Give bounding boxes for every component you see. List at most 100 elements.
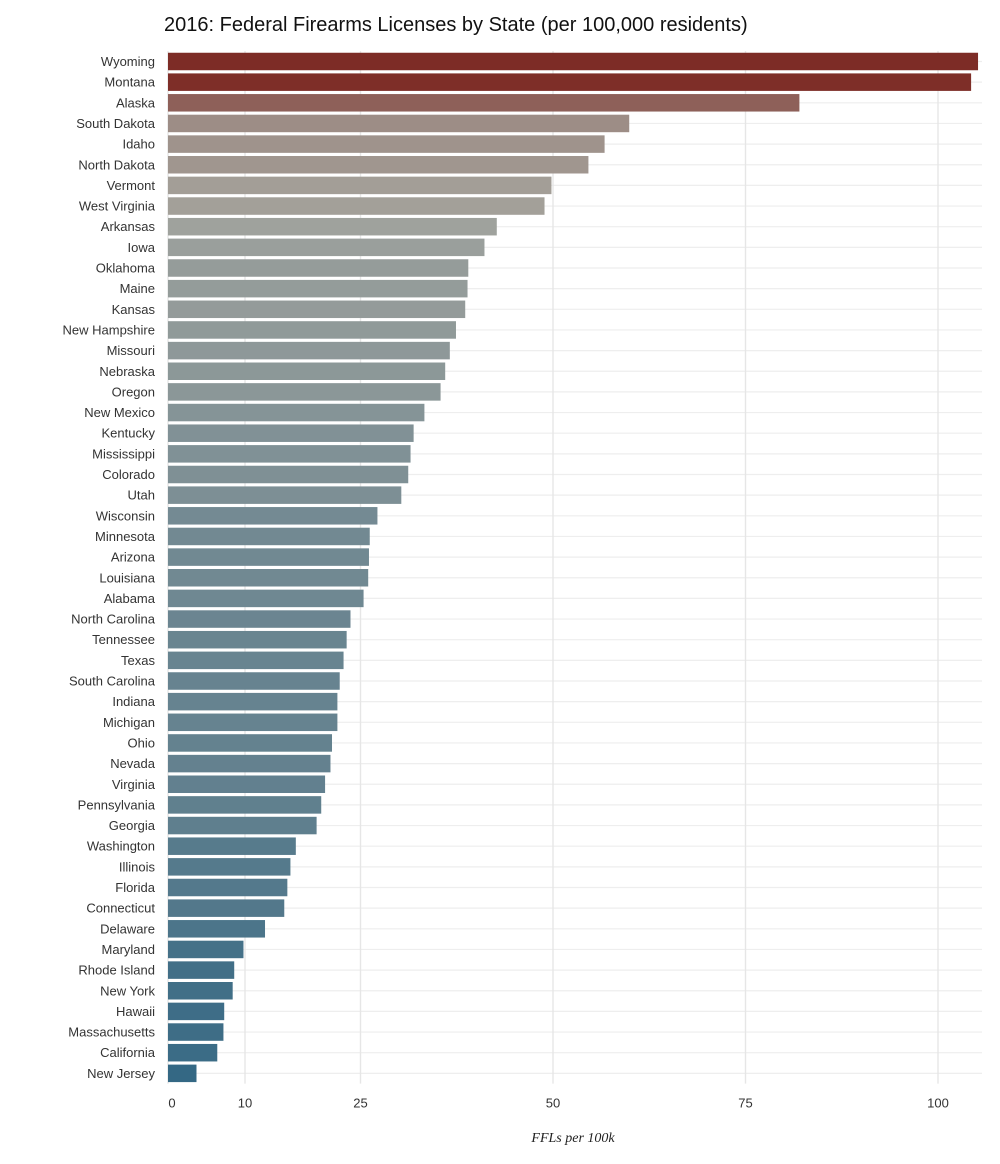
bar	[168, 754, 331, 773]
state-label: Arkansas	[101, 219, 156, 234]
state-label: Montana	[104, 75, 155, 90]
state-label: Delaware	[100, 921, 155, 936]
x-tick-label: 0	[168, 1096, 175, 1111]
state-label: Washington	[87, 839, 155, 854]
bar	[168, 858, 291, 876]
state-label: Wisconsin	[96, 508, 155, 523]
bar	[168, 775, 326, 793]
bar	[168, 362, 446, 380]
state-labels-layer: Wyoming Montana Alaska South Dakota Idaho Nor…	[63, 54, 156, 1081]
bar	[168, 1002, 225, 1021]
bar	[168, 424, 414, 442]
state-label: Virginia	[112, 777, 156, 792]
x-tick-label: 100	[927, 1096, 949, 1111]
state-label: Indiana	[112, 694, 155, 709]
state-label: Kansas	[112, 302, 156, 317]
state-label: Iowa	[128, 240, 156, 255]
bar	[168, 899, 285, 917]
state-label: Idaho	[122, 137, 155, 152]
bar	[168, 217, 497, 236]
bar	[168, 507, 378, 525]
bar	[168, 713, 338, 732]
state-label: Louisiana	[99, 570, 155, 585]
bar	[168, 920, 266, 938]
state-label: North Carolina	[71, 612, 156, 627]
bar	[168, 527, 370, 546]
bar	[168, 569, 369, 587]
bar	[168, 341, 450, 360]
state-label: New Hampshire	[63, 322, 155, 337]
bar	[168, 176, 552, 195]
state-label: West Virginia	[79, 199, 156, 214]
state-label: Missouri	[107, 343, 156, 358]
bar	[168, 816, 317, 835]
state-label: Oregon	[112, 384, 155, 399]
bar	[168, 630, 347, 649]
state-label: Utah	[128, 488, 155, 503]
bar	[168, 672, 340, 690]
state-label: Florida	[115, 880, 156, 895]
x-tick-label: 75	[738, 1096, 752, 1111]
state-label: North Dakota	[78, 157, 155, 172]
bar	[168, 445, 411, 463]
bar	[168, 279, 468, 298]
state-label: New Jersey	[87, 1066, 155, 1081]
state-label: Texas	[121, 653, 155, 668]
bar	[168, 610, 351, 628]
state-label: Mississippi	[92, 446, 155, 461]
state-label: Georgia	[109, 818, 156, 833]
state-label: New York	[100, 983, 155, 998]
state-label: New Mexico	[84, 405, 155, 420]
state-label: Kentucky	[102, 426, 156, 441]
state-label: Hawaii	[116, 1004, 155, 1019]
state-label: Alaska	[116, 95, 156, 110]
state-label: Oklahoma	[96, 261, 156, 276]
bar	[168, 135, 605, 153]
state-label: Maine	[120, 281, 155, 296]
bar	[168, 114, 630, 133]
state-label: Illinois	[119, 859, 156, 874]
state-label: Alabama	[104, 591, 156, 606]
state-label: Maryland	[102, 942, 155, 957]
state-label: South Dakota	[76, 116, 156, 131]
state-label: Massachusetts	[68, 1025, 155, 1040]
bar	[168, 734, 333, 752]
bar	[168, 982, 233, 1000]
bar	[168, 383, 441, 401]
bar	[168, 589, 364, 608]
state-label: Wyoming	[101, 54, 155, 69]
bar	[168, 651, 344, 670]
x-tick-labels-layer: 0 10 25 50 75 100	[168, 1096, 948, 1111]
bar	[168, 156, 589, 174]
state-label: Vermont	[107, 178, 156, 193]
state-label: Ohio	[128, 735, 155, 750]
x-tick-label: 10	[238, 1096, 252, 1111]
state-label: Pennsylvania	[78, 797, 156, 812]
bar	[168, 321, 456, 339]
bar	[168, 403, 425, 422]
bar	[168, 259, 469, 277]
bar	[168, 548, 369, 566]
state-label: Colorado	[102, 467, 155, 482]
bar	[168, 238, 485, 257]
state-label: South Carolina	[69, 674, 156, 689]
state-label: Arizona	[111, 550, 156, 565]
bar	[168, 465, 409, 484]
bar	[168, 837, 296, 855]
bar	[168, 1023, 224, 1041]
state-label: Connecticut	[86, 901, 155, 916]
bar	[168, 796, 322, 814]
bar	[168, 692, 338, 711]
bar	[168, 52, 979, 71]
bar	[168, 878, 288, 897]
bar	[168, 486, 402, 504]
bar	[168, 94, 800, 112]
bar	[168, 73, 972, 91]
bar	[168, 197, 545, 215]
x-tick-label: 50	[546, 1096, 560, 1111]
x-tick-label: 25	[353, 1096, 367, 1111]
x-axis-title: FFLs per 100k	[530, 1131, 615, 1146]
bar	[168, 300, 466, 319]
